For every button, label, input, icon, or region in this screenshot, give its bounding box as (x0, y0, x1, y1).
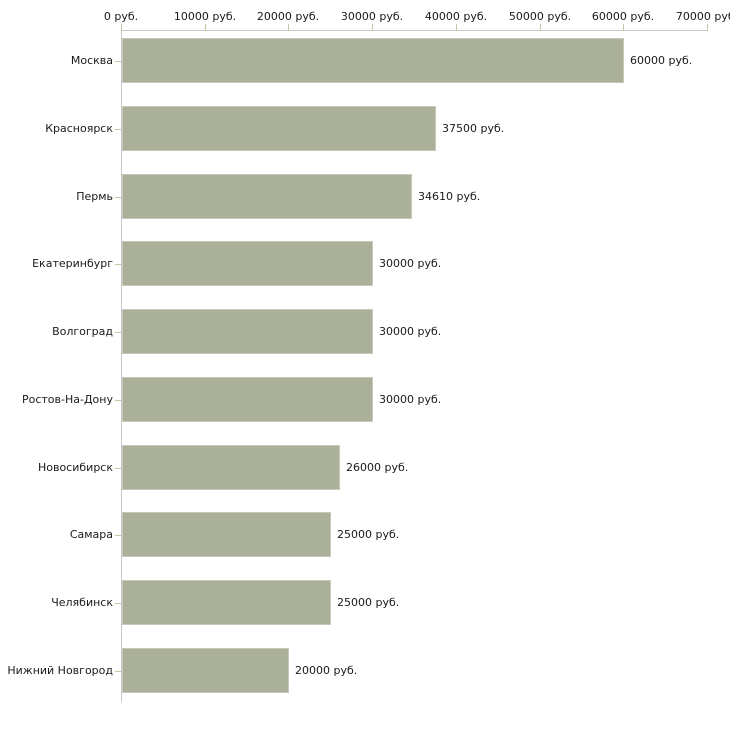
bar (122, 174, 412, 219)
category-tick (115, 197, 121, 198)
category-tick (115, 535, 121, 536)
x-axis-tick-label: 20000 руб. (256, 10, 320, 23)
x-axis-tick-label: 70000 руб. (675, 10, 730, 23)
value-label: 34610 руб. (418, 190, 481, 203)
x-axis-tick (372, 24, 373, 31)
bar (122, 377, 373, 422)
x-axis-tick (623, 24, 624, 31)
x-axis-tick (707, 24, 708, 31)
bar (122, 241, 373, 286)
x-axis-tick-label: 40000 руб. (424, 10, 488, 23)
bar (122, 580, 331, 625)
category-tick (115, 603, 121, 604)
category-tick (115, 468, 121, 469)
value-label: 60000 руб. (630, 54, 693, 67)
category-tick (115, 332, 121, 333)
category-tick (115, 129, 121, 130)
category-label: Челябинск (51, 596, 113, 609)
bar (122, 106, 436, 151)
bar (122, 445, 340, 490)
category-tick (115, 61, 121, 62)
x-axis-tick-label: 50000 руб. (508, 10, 572, 23)
x-axis-tick-label: 0 руб. (103, 10, 139, 23)
value-label: 30000 руб. (379, 325, 442, 338)
value-label: 30000 руб. (379, 393, 442, 406)
x-axis-tick (540, 24, 541, 31)
y-axis-line (121, 30, 122, 702)
value-label: 37500 руб. (442, 122, 505, 135)
category-label: Ростов-На-Дону (21, 393, 113, 406)
bar (122, 512, 331, 557)
category-label: Пермь (76, 190, 113, 203)
x-axis-tick-label: 30000 руб. (340, 10, 404, 23)
category-label: Нижний Новгород (7, 664, 113, 677)
bar (122, 648, 289, 693)
x-axis-tick (456, 24, 457, 31)
category-label: Москва (70, 54, 113, 67)
x-axis-tick-label: 60000 руб. (591, 10, 655, 23)
value-label: 25000 руб. (337, 528, 400, 541)
bar (122, 38, 624, 83)
value-label: 20000 руб. (295, 664, 358, 677)
category-label: Самара (69, 528, 113, 541)
x-axis-tick (205, 24, 206, 31)
bar (122, 309, 373, 354)
x-axis-line (121, 30, 708, 31)
category-label: Красноярск (45, 122, 113, 135)
category-label: Волгоград (52, 325, 113, 338)
category-tick (115, 400, 121, 401)
value-label: 26000 руб. (346, 461, 409, 474)
x-axis-tick-label: 10000 руб. (173, 10, 237, 23)
x-axis-tick (121, 24, 122, 31)
value-label: 25000 руб. (337, 596, 400, 609)
category-tick (115, 671, 121, 672)
value-label: 30000 руб. (379, 257, 442, 270)
x-axis-tick (288, 24, 289, 31)
category-tick (115, 264, 121, 265)
category-label: Новосибирск (37, 461, 113, 474)
category-label: Екатеринбург (32, 257, 113, 270)
